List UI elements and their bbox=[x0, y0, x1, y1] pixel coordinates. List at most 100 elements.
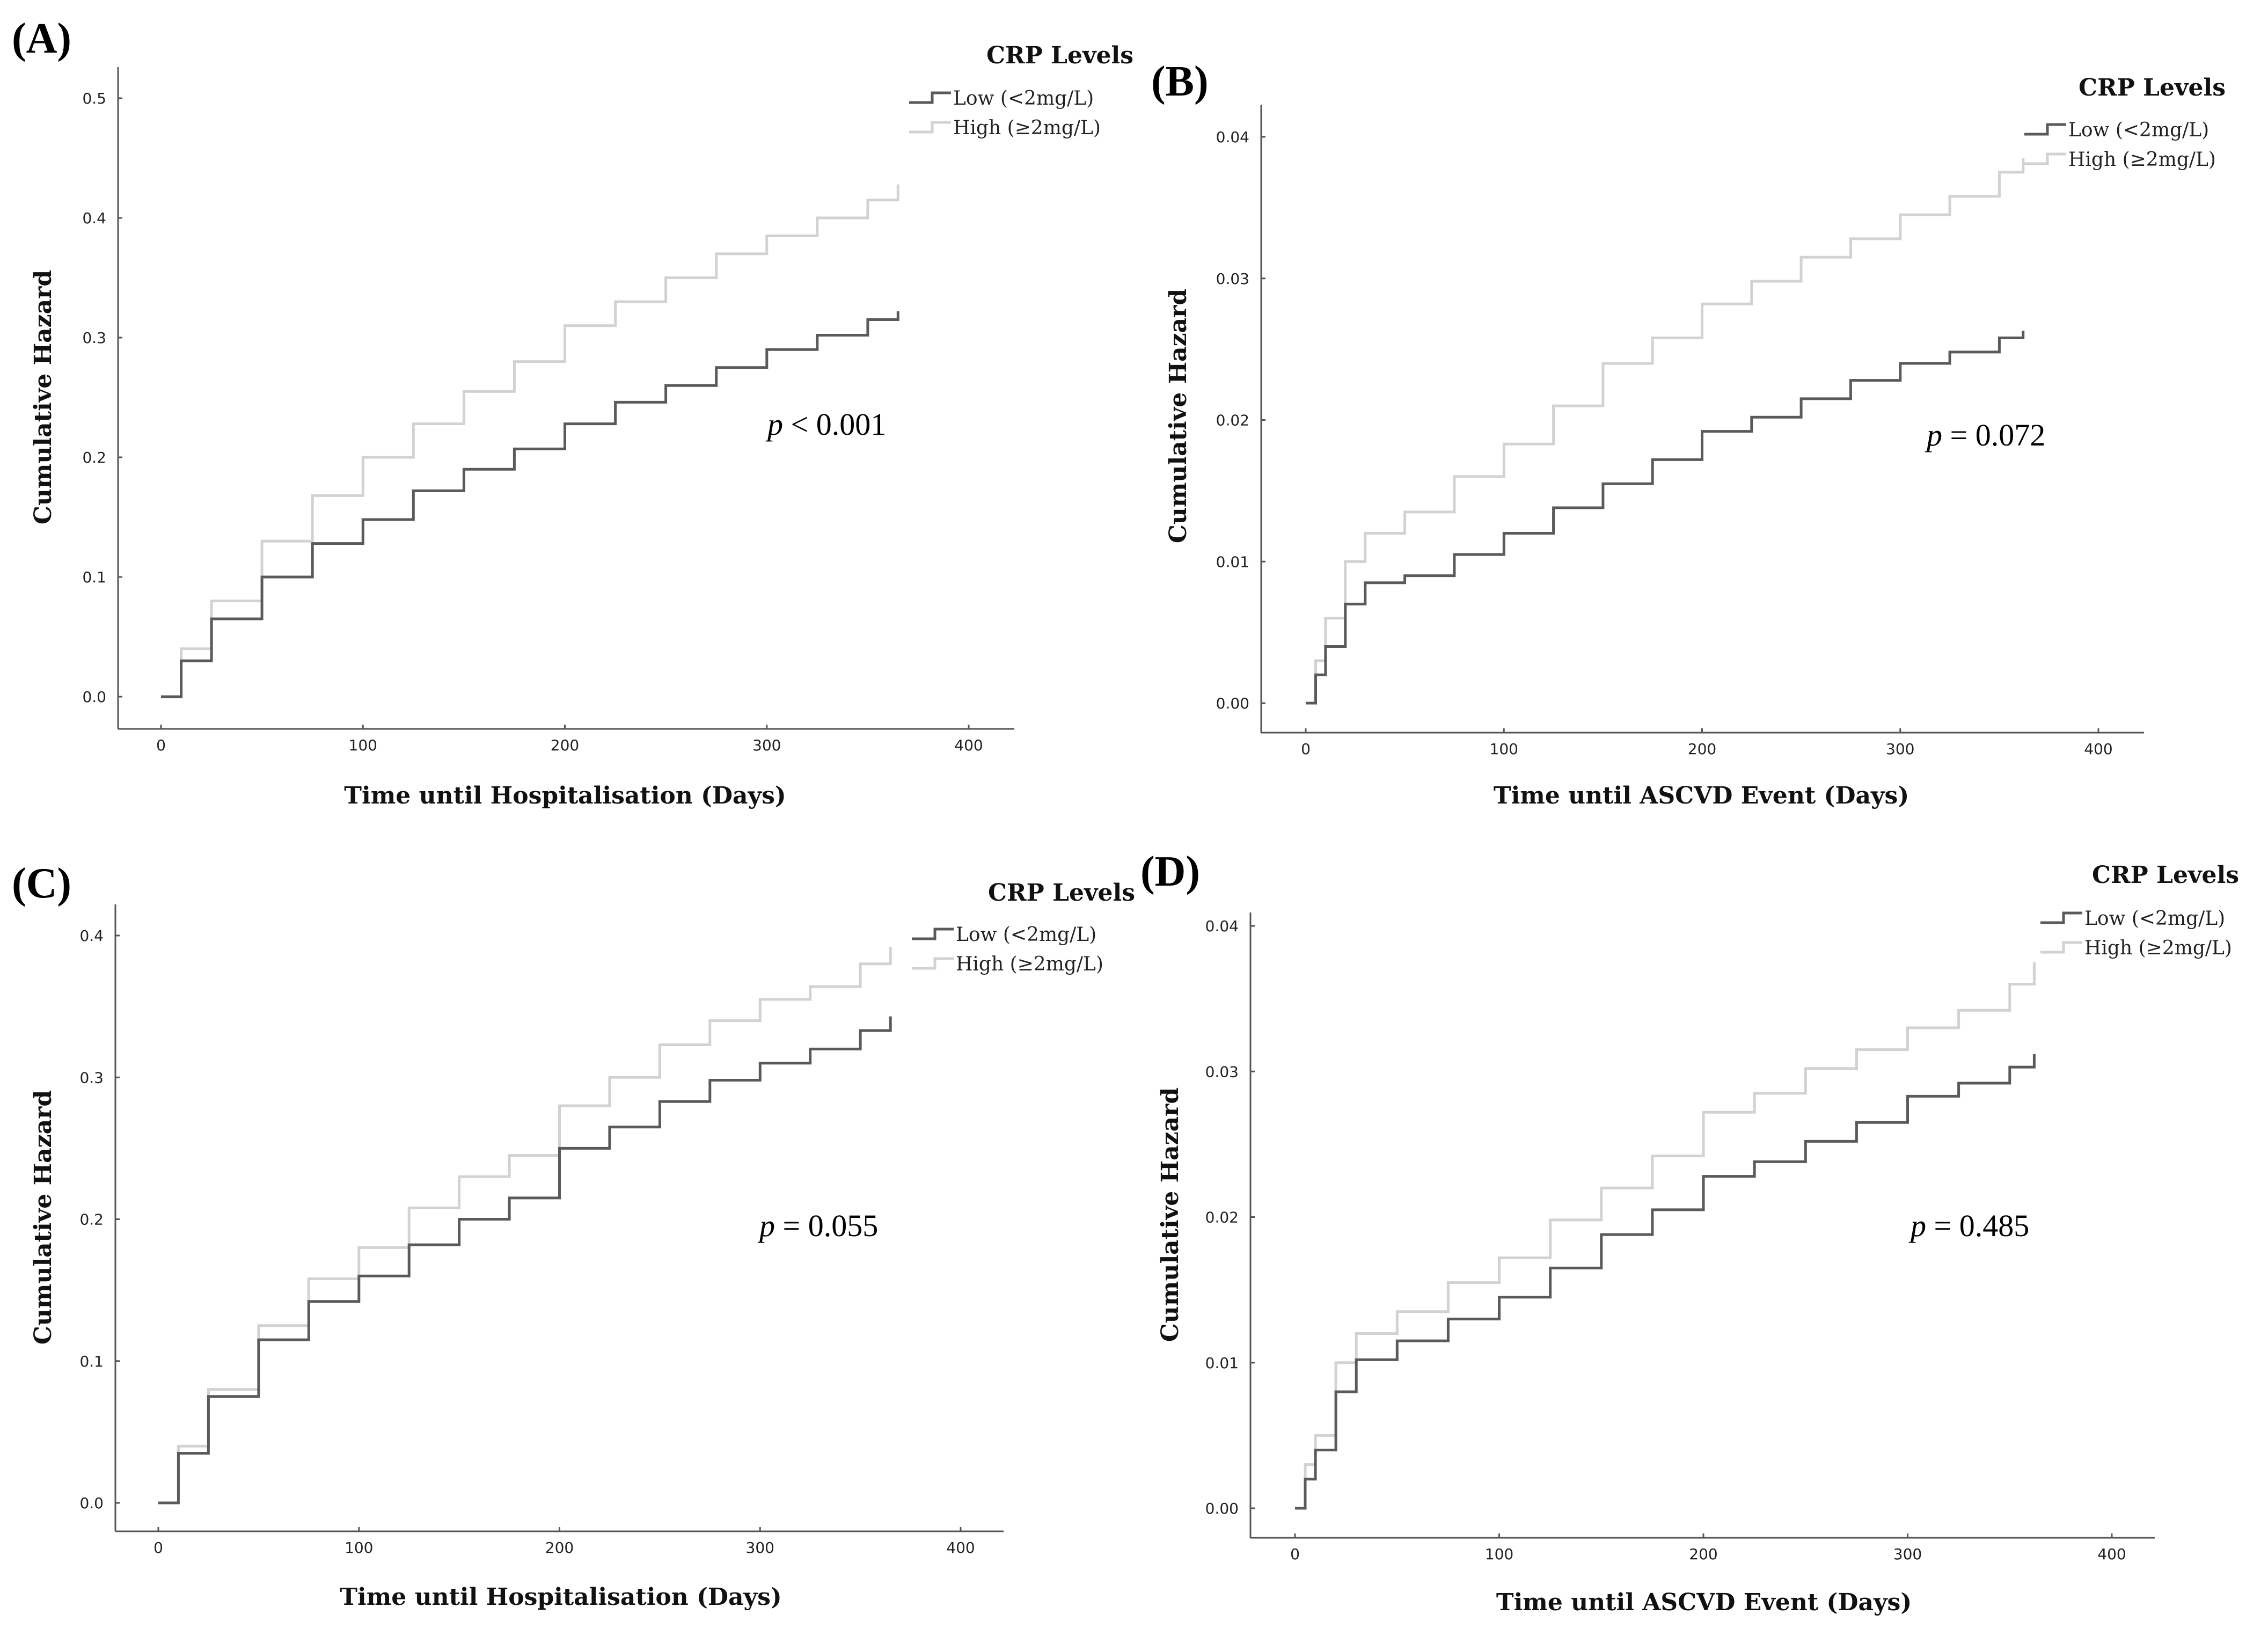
legend: Low (<2mg/L) High (≥2mg/L) bbox=[912, 924, 1103, 975]
panel-letter: (D) bbox=[1140, 848, 1200, 895]
panel-b: (B) CRP Levels Low (<2mg/L) High (≥2mg/L)… bbox=[1151, 58, 2226, 809]
y-axis-title: Cumulative Hazard bbox=[1157, 1087, 1184, 1342]
p-value-annotation: p < 0.001 bbox=[765, 407, 886, 442]
series-lines bbox=[1306, 158, 2025, 705]
x-axis-title: Time until Hospitalisation (Days) bbox=[344, 782, 786, 809]
y-tick-label: 0.00 bbox=[1216, 695, 1249, 712]
p-value-text: = 0.072 bbox=[1942, 418, 2045, 452]
x-tick-label: 200 bbox=[551, 736, 579, 754]
y-tick-label: 0.2 bbox=[79, 1211, 104, 1229]
y-tick-label: 0.02 bbox=[1216, 412, 1249, 429]
y-axis-title-group: Cumulative Hazard bbox=[1165, 289, 1192, 543]
x-tick-label: 300 bbox=[746, 1539, 774, 1557]
x-tick-label: 100 bbox=[1490, 740, 1518, 758]
p-value-symbol: p bbox=[757, 1208, 775, 1243]
p-value-symbol: p bbox=[1908, 1208, 1926, 1243]
y-tick-label: 0.04 bbox=[1205, 917, 1239, 935]
y-tick-label: 0.5 bbox=[82, 90, 106, 107]
y-axis-title-group: Cumulative Hazard bbox=[30, 1090, 57, 1345]
x-tick-label: 100 bbox=[345, 1539, 373, 1557]
legend-swatch-low bbox=[912, 927, 954, 940]
legend-title: CRP Levels bbox=[2092, 861, 2239, 889]
x-tick-label: 200 bbox=[1688, 740, 1716, 758]
x-tick-label: 400 bbox=[2097, 1545, 2126, 1563]
series-lines bbox=[161, 184, 899, 698]
axes: 0.00 0.01 0.02 0.03 0.04 0 100 200 300 400 bbox=[1205, 912, 2155, 1563]
legend-swatch-high bbox=[2040, 941, 2082, 954]
y-tick-label: 0.4 bbox=[82, 209, 106, 227]
x-tick-label: 0 bbox=[1301, 740, 1311, 758]
panel-letter: (C) bbox=[12, 860, 71, 907]
legend-swatch-low bbox=[2024, 123, 2066, 136]
legend: Low (<2mg/L) High (≥2mg/L) bbox=[2040, 908, 2232, 959]
x-tick-label: 200 bbox=[1689, 1545, 1717, 1563]
legend-swatch-low bbox=[909, 91, 951, 104]
y-axis-title: Cumulative Hazard bbox=[1165, 289, 1192, 543]
x-tick-label: 400 bbox=[946, 1539, 975, 1557]
y-tick-label: 0.2 bbox=[82, 449, 106, 466]
y-tick-label: 0.03 bbox=[1205, 1063, 1239, 1080]
legend-label-low: Low (<2mg/L) bbox=[953, 87, 1094, 109]
panel-letter: (A) bbox=[12, 15, 71, 62]
series-lines bbox=[1295, 962, 2036, 1510]
legend-label-low: Low (<2mg/L) bbox=[956, 924, 1096, 946]
p-value-annotation: p = 0.485 bbox=[1908, 1208, 2029, 1243]
legend: Low (<2mg/L) High (≥2mg/L) bbox=[909, 87, 1101, 139]
y-tick-label: 0.00 bbox=[1205, 1500, 1239, 1517]
x-tick-label: 400 bbox=[2084, 740, 2112, 758]
p-value-text: = 0.055 bbox=[775, 1208, 878, 1243]
p-value-text: = 0.485 bbox=[1926, 1208, 2029, 1243]
series-line-low bbox=[158, 1016, 892, 1504]
x-axis-title: Time until ASCVD Event (Days) bbox=[1494, 782, 1909, 809]
x-tick-label: 300 bbox=[752, 736, 781, 754]
series-lines bbox=[158, 947, 892, 1504]
y-tick-label: 0.3 bbox=[79, 1069, 104, 1086]
panel-d: (D) CRP Levels Low (<2mg/L) High (≥2mg/L)… bbox=[1140, 848, 2239, 1616]
x-tick-label: 100 bbox=[349, 736, 377, 754]
legend-label-low: Low (<2mg/L) bbox=[2084, 908, 2225, 930]
p-value-symbol: p bbox=[765, 407, 783, 442]
x-tick-label: 0 bbox=[153, 1539, 163, 1557]
legend-label-high: High (≥2mg/L) bbox=[956, 953, 1103, 975]
series-line-low bbox=[161, 311, 899, 698]
panel-c: (C) CRP Levels Low (<2mg/L) High (≥2mg/L)… bbox=[12, 860, 1135, 1611]
y-tick-label: 0.01 bbox=[1216, 553, 1249, 571]
series-line-high bbox=[1306, 158, 2025, 705]
y-tick-label: 0.1 bbox=[79, 1353, 104, 1370]
x-tick-label: 0 bbox=[156, 736, 166, 754]
legend-title: CRP Levels bbox=[986, 42, 1133, 69]
axes: 0.0 0.1 0.2 0.3 0.4 0 100 200 300 400 bbox=[79, 904, 1004, 1557]
legend-title: CRP Levels bbox=[2079, 74, 2226, 101]
y-axis-title: Cumulative Hazard bbox=[30, 270, 57, 524]
x-tick-label: 400 bbox=[954, 736, 983, 754]
x-tick-label: 100 bbox=[1485, 1545, 1513, 1563]
p-value-symbol: p bbox=[1925, 418, 1942, 452]
y-axis-title-group: Cumulative Hazard bbox=[1157, 1087, 1184, 1342]
legend: Low (<2mg/L) High (≥2mg/L) bbox=[2024, 119, 2216, 171]
p-value-annotation: p = 0.072 bbox=[1925, 418, 2045, 452]
series-line-low bbox=[1306, 331, 2025, 705]
legend-swatch-low bbox=[2040, 911, 2082, 924]
x-tick-label: 300 bbox=[1886, 740, 1914, 758]
panel-letter: (B) bbox=[1151, 58, 1209, 105]
legend-label-high: High (≥2mg/L) bbox=[2084, 937, 2232, 959]
y-tick-label: 0.1 bbox=[82, 568, 106, 586]
x-tick-label: 0 bbox=[1290, 1545, 1300, 1563]
y-tick-label: 0.3 bbox=[82, 329, 106, 347]
y-tick-label: 0.4 bbox=[79, 927, 104, 945]
y-tick-label: 0.04 bbox=[1216, 128, 1249, 146]
p-value-annotation: p = 0.055 bbox=[757, 1208, 878, 1243]
y-axis-title: Cumulative Hazard bbox=[30, 1090, 57, 1345]
legend-label-low: Low (<2mg/L) bbox=[2068, 119, 2209, 141]
legend-swatch-high bbox=[2024, 152, 2066, 165]
panel-a: (A) CRP Levels Low (<2mg/L) High (≥2mg/L)… bbox=[12, 15, 1133, 809]
x-axis-title: Time until Hospitalisation (Days) bbox=[340, 1583, 781, 1611]
y-axis-title-group: Cumulative Hazard bbox=[30, 270, 57, 524]
series-line-high bbox=[1295, 962, 2036, 1510]
legend-swatch-high bbox=[912, 957, 954, 970]
x-tick-label: 300 bbox=[1893, 1545, 1922, 1563]
y-tick-label: 0.03 bbox=[1216, 270, 1249, 288]
y-tick-label: 0.01 bbox=[1205, 1354, 1239, 1372]
legend-swatch-high bbox=[909, 121, 951, 134]
